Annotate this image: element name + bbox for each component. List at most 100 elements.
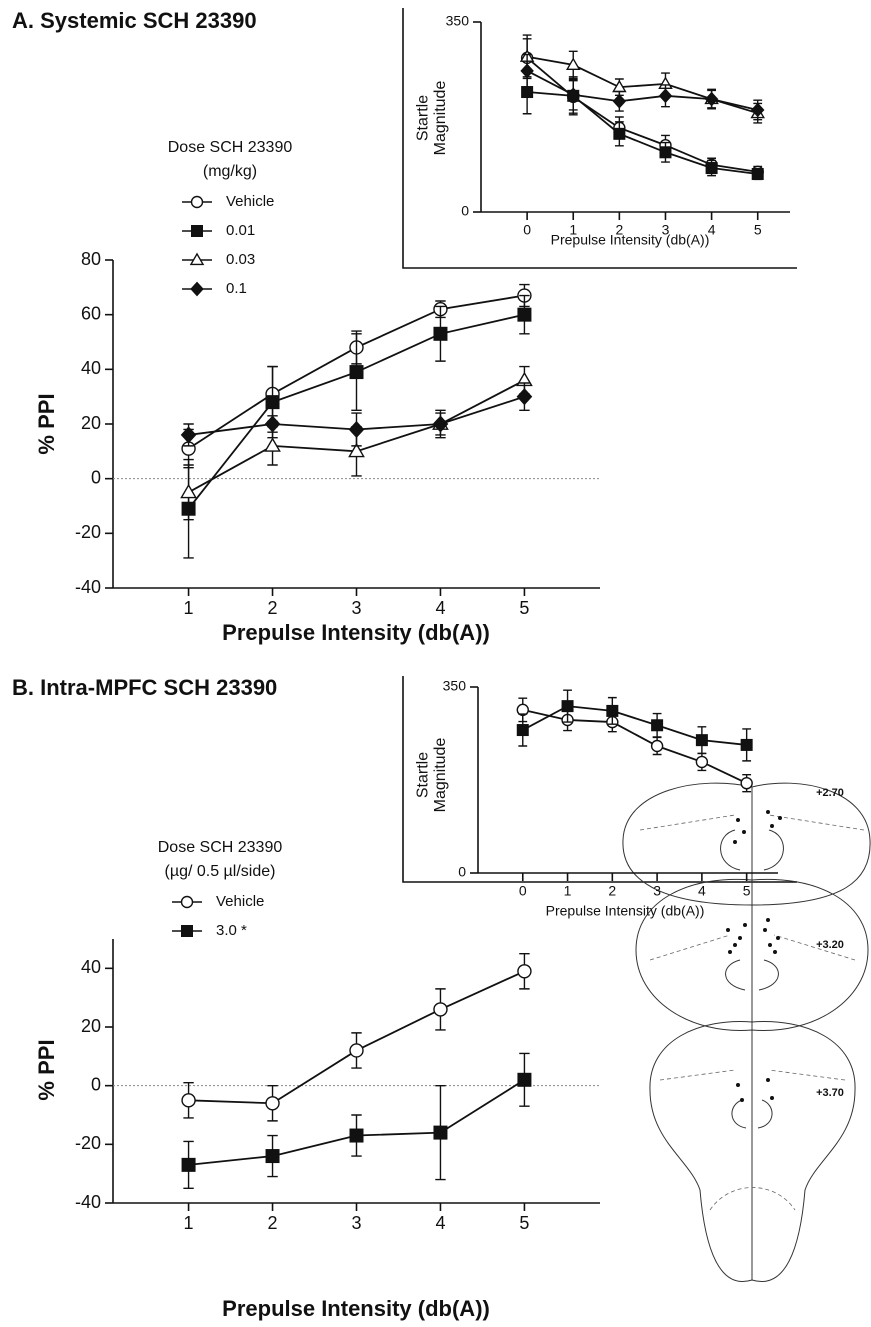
inset-frame bbox=[402, 676, 797, 883]
data-point bbox=[517, 1072, 532, 1087]
x-tick-label: 2 bbox=[608, 883, 616, 899]
y-axis-label: Magnitude bbox=[432, 81, 449, 156]
data-point bbox=[265, 1096, 280, 1111]
data-point bbox=[520, 63, 534, 79]
legend-title: (µg/ 0.5 µl/side) bbox=[165, 863, 276, 880]
x-tick-label: 2 bbox=[268, 598, 278, 618]
x-tick-label: 3 bbox=[351, 598, 361, 618]
y-tick-label: -40 bbox=[75, 577, 101, 597]
legend-title: Dose SCH 23390 bbox=[158, 839, 283, 856]
x-tick-label: 3 bbox=[653, 883, 661, 899]
x-tick-label: 5 bbox=[519, 598, 529, 618]
x-tick-label: 1 bbox=[569, 222, 577, 238]
y-tick-label: 0 bbox=[461, 203, 469, 219]
y-axis-label: Startle bbox=[414, 752, 431, 798]
legend-symbol bbox=[180, 895, 194, 909]
data-point bbox=[705, 162, 718, 175]
x-tick-label: 3 bbox=[662, 222, 670, 238]
data-point bbox=[561, 700, 574, 713]
data-point bbox=[695, 755, 709, 769]
data-point bbox=[349, 1043, 364, 1058]
x-tick-label: 3 bbox=[351, 1213, 361, 1233]
data-point bbox=[265, 395, 280, 410]
y-tick-label: 0 bbox=[91, 1074, 101, 1094]
panel-title: A. Systemic SCH 23390 bbox=[12, 8, 257, 33]
x-tick-label: 0 bbox=[519, 883, 527, 899]
injection-sites bbox=[726, 810, 782, 1102]
data-point bbox=[348, 442, 365, 458]
x-axis-label: Prepulse Intensity (db(A)) bbox=[546, 903, 705, 919]
data-point bbox=[516, 388, 533, 406]
data-point bbox=[612, 93, 627, 109]
forceps bbox=[720, 829, 784, 1129]
x-tick-label: 5 bbox=[743, 883, 751, 899]
legend-title: (mg/kg) bbox=[203, 163, 257, 180]
inset-frame bbox=[402, 8, 797, 269]
y-tick-label: 40 bbox=[81, 957, 101, 977]
data-point bbox=[180, 426, 197, 444]
data-point bbox=[517, 307, 532, 322]
x-tick-label: 1 bbox=[564, 883, 572, 899]
y-axis-label: % PPI bbox=[34, 1039, 59, 1100]
data-point bbox=[695, 734, 708, 747]
x-axis-label: Prepulse Intensity (db(A)) bbox=[222, 1296, 490, 1321]
y-tick-label: 350 bbox=[446, 13, 470, 29]
data-point bbox=[265, 1149, 280, 1164]
data-point bbox=[658, 88, 673, 104]
y-tick-label: -20 bbox=[75, 522, 101, 542]
y-axis-label: % PPI bbox=[34, 393, 59, 454]
panel-title: B. Intra-MPFC SCH 23390 bbox=[12, 675, 277, 700]
data-point bbox=[433, 1002, 448, 1017]
data-point bbox=[521, 86, 534, 99]
legend-label: Vehicle bbox=[226, 193, 274, 210]
x-tick-label: 5 bbox=[754, 222, 762, 238]
data-point bbox=[348, 420, 365, 439]
y-tick-label: 20 bbox=[81, 1016, 101, 1036]
y-tick-label: 40 bbox=[81, 358, 101, 378]
legend-symbol bbox=[181, 925, 193, 937]
y-tick-label: 0 bbox=[458, 864, 466, 880]
series-line bbox=[526, 55, 758, 115]
data-point bbox=[740, 776, 753, 790]
x-tick-label: 1 bbox=[184, 1213, 194, 1233]
data-point bbox=[751, 168, 764, 180]
x-tick-label: 5 bbox=[519, 1213, 529, 1233]
y-axis-label: Magnitude bbox=[432, 738, 449, 813]
data-point bbox=[566, 87, 580, 103]
x-tick-label: 4 bbox=[698, 883, 706, 899]
data-point bbox=[181, 1093, 196, 1108]
data-point bbox=[650, 739, 664, 753]
x-tick-label: 2 bbox=[268, 1213, 278, 1233]
legend-symbol bbox=[190, 281, 204, 297]
brain-diagram: +2.70 +3.20 +3.70 bbox=[622, 782, 871, 1282]
y-tick-label: 0 bbox=[91, 467, 101, 487]
data-point bbox=[613, 127, 626, 140]
legend-label: 0.1 bbox=[226, 280, 247, 297]
section-label: +3.20 bbox=[816, 939, 844, 951]
series-line bbox=[522, 705, 747, 746]
data-point bbox=[750, 102, 765, 118]
y-tick-label: 20 bbox=[81, 413, 101, 433]
x-axis-label: Prepulse Intensity (db(A)) bbox=[551, 232, 710, 248]
x-tick-label: 2 bbox=[615, 222, 623, 238]
region-borders bbox=[639, 814, 865, 1211]
y-tick-label: 350 bbox=[443, 678, 467, 694]
y-tick-label: 60 bbox=[81, 303, 101, 323]
y-tick-label: 80 bbox=[81, 249, 101, 269]
series-line bbox=[522, 708, 748, 785]
data-point bbox=[264, 437, 281, 452]
section-label: +3.70 bbox=[816, 1087, 844, 1099]
data-point bbox=[659, 146, 672, 159]
data-point bbox=[349, 365, 364, 380]
data-point bbox=[264, 415, 281, 433]
x-tick-label: 4 bbox=[708, 222, 716, 238]
data-point bbox=[433, 326, 448, 341]
legend-label: 3.0 * bbox=[216, 922, 247, 939]
y-tick-label: -40 bbox=[75, 1192, 101, 1212]
data-point bbox=[181, 1157, 196, 1172]
x-tick-label: 0 bbox=[523, 222, 531, 238]
y-axis-label: Startle bbox=[414, 95, 431, 141]
legend-label: 0.01 bbox=[226, 222, 255, 239]
